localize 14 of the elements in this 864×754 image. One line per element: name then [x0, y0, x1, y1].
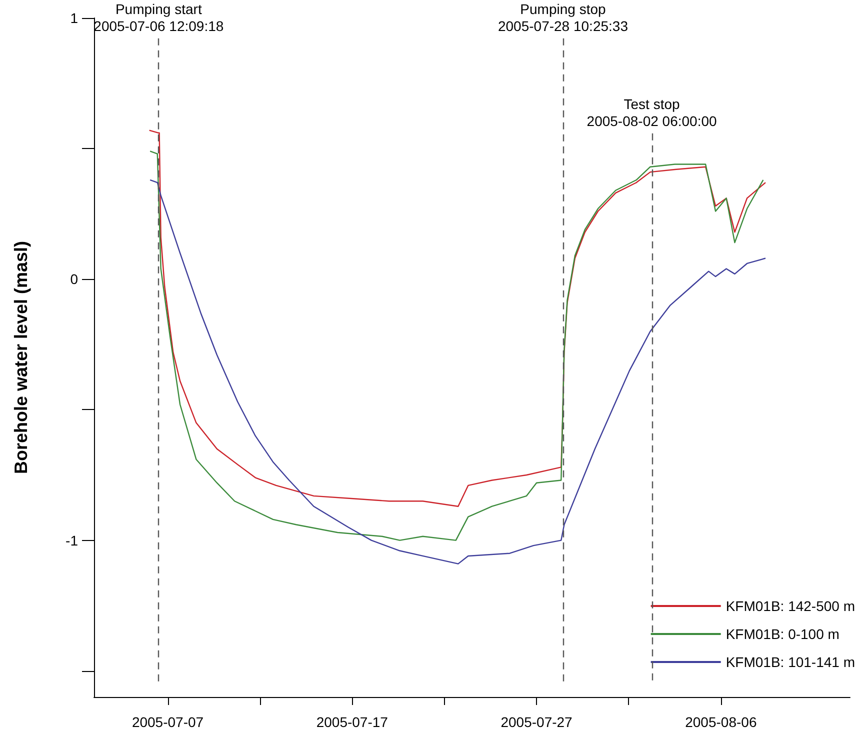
x-tick-label: 2005-08-06 — [685, 714, 757, 730]
y-tick-label: 1 — [70, 10, 78, 26]
legend-label: KFM01B: 101-141 m — [726, 654, 855, 670]
ref-line-label: Pumping start 2005-07-06 12:09:18 — [94, 0, 224, 34]
ref-line-label: Test stop 2005-08-02 06:00:00 — [586, 96, 717, 129]
legend-label: KFM01B: 142-500 m — [726, 598, 855, 614]
x-tick-label: 2005-07-27 — [500, 714, 573, 730]
legend-label: KFM01B: 0-100 m — [726, 626, 840, 642]
y-tick-label: 0 — [70, 271, 78, 288]
ref-line-label: Pumping stop 2005-07-28 10:25:33 — [498, 0, 628, 34]
y-tick-label: -1 — [66, 532, 78, 548]
y-axis-title: Borehole water level (masl) — [11, 240, 31, 474]
x-tick-label: 2005-07-17 — [316, 714, 388, 730]
x-tick-label: 2005-07-07 — [132, 714, 204, 730]
